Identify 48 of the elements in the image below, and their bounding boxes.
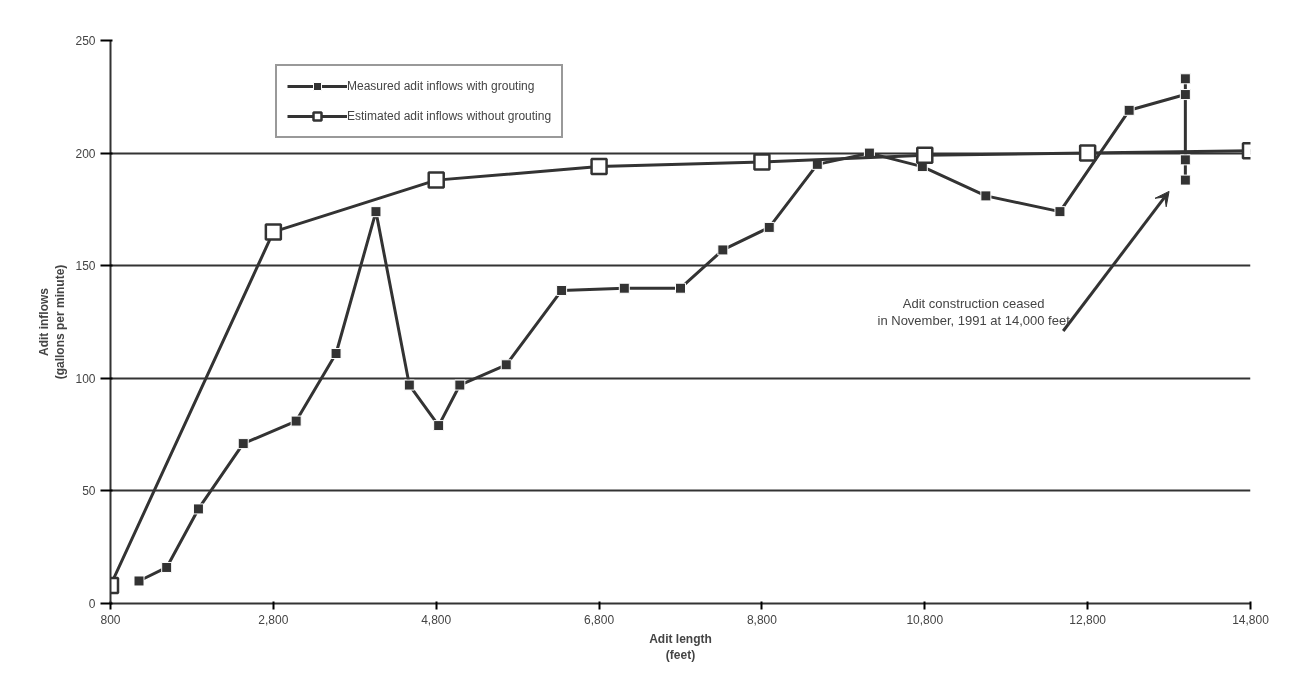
annotation: Adit construction ceased in November, 1991 at 14,000 feet xyxy=(877,296,1071,329)
point xyxy=(1179,89,1191,101)
x-tick-label: 10,800 xyxy=(906,612,944,627)
point xyxy=(556,284,568,296)
point xyxy=(763,221,775,233)
y-axis-title: Adit inflows (gallons per minute) xyxy=(36,264,68,380)
point xyxy=(370,206,382,218)
point xyxy=(1179,154,1191,166)
point xyxy=(237,438,249,450)
x-tick-label: 6,800 xyxy=(584,612,615,627)
point xyxy=(290,415,302,427)
point xyxy=(161,561,173,573)
point xyxy=(454,379,466,391)
x-axis-title: Adit length (feet) xyxy=(649,631,712,663)
x-tick-label: 2,800 xyxy=(258,612,289,627)
point xyxy=(1179,174,1191,186)
point xyxy=(403,379,415,391)
point xyxy=(330,348,342,360)
legend-label: Measured adit inflows with grouting xyxy=(347,79,535,93)
point xyxy=(590,157,608,176)
y-tick-label: 100 xyxy=(75,371,96,386)
point xyxy=(1179,73,1191,85)
legend-label: Estimated adit inflows without grouting xyxy=(347,109,552,123)
point xyxy=(133,575,145,587)
point xyxy=(500,359,512,371)
point xyxy=(192,503,204,515)
x-tick-label: 800 xyxy=(100,612,121,627)
x-tick-label: 8,800 xyxy=(746,612,778,627)
y-tick-label: 50 xyxy=(82,484,96,499)
y-tick-label: 250 xyxy=(75,34,96,48)
point xyxy=(1123,104,1135,116)
point xyxy=(618,282,630,294)
point xyxy=(753,153,771,171)
point xyxy=(916,146,934,165)
point xyxy=(980,190,992,202)
x-tick-label: 4,800 xyxy=(421,612,452,627)
y-tick-label: 150 xyxy=(75,259,96,274)
point xyxy=(1078,144,1097,162)
point xyxy=(1054,206,1066,218)
point xyxy=(264,223,283,241)
y-tick-label: 0 xyxy=(88,597,96,611)
point xyxy=(717,244,729,256)
x-tick-label: 14,800 xyxy=(1232,612,1270,627)
point xyxy=(675,282,686,294)
point xyxy=(427,171,445,189)
x-tick-label: 12,800 xyxy=(1069,612,1107,627)
point xyxy=(433,420,445,432)
y-tick-label: 200 xyxy=(75,146,96,161)
